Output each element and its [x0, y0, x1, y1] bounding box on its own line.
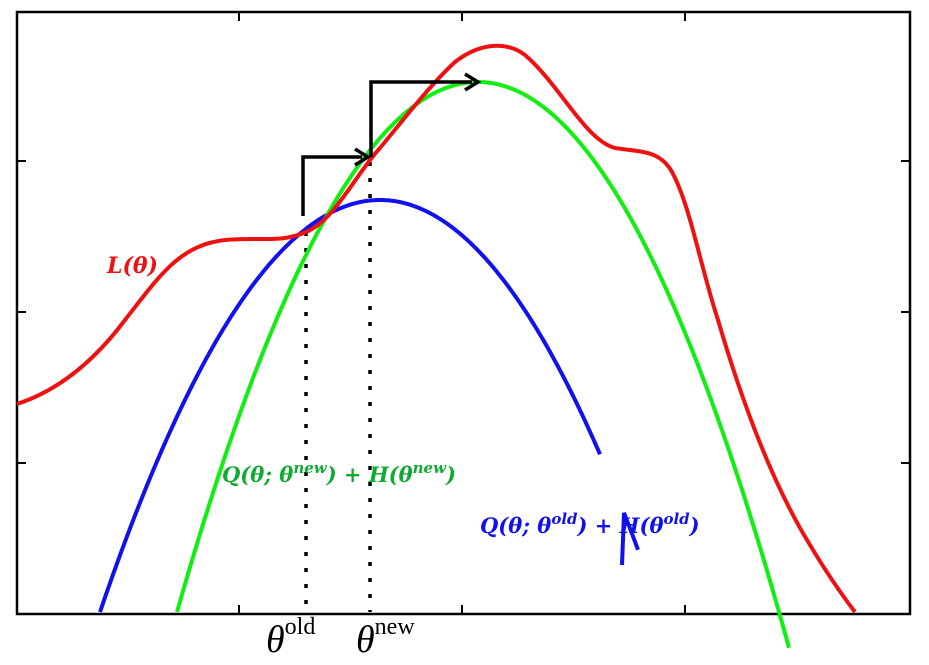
theta-old-label: θold — [266, 614, 315, 661]
arrow-head-1 — [354, 147, 372, 167]
likelihood-label: L(θ) — [106, 253, 158, 279]
theta-new-label: θnew — [356, 614, 415, 661]
arrow-step-1 — [301, 155, 362, 216]
q-old-curve — [98, 198, 640, 613]
q-new-label: Q(θ; θnew) + H(θnew) — [222, 459, 456, 487]
q-new-curve — [175, 80, 791, 649]
likelihood-curve — [16, 43, 857, 614]
q-old-label: Q(θ; θold) + H(θold) — [480, 510, 700, 538]
axes-frame — [15, 10, 912, 616]
arrow-step-2 — [369, 80, 472, 157]
arrow-head-2 — [464, 72, 482, 92]
em-step-arrows — [301, 72, 482, 216]
axis-ticks — [17, 12, 910, 614]
